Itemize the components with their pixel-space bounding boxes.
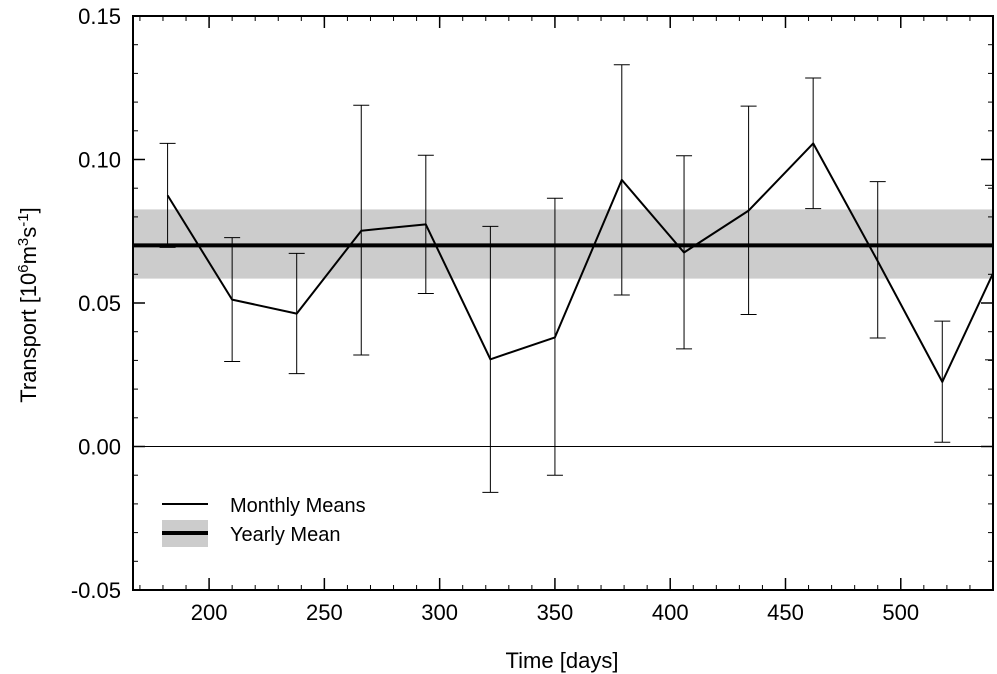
legend: Monthly Means Yearly Mean	[162, 495, 366, 547]
axes: 200 250 300 350 400 450 500 -0.05 0.00 0.05 0.10 0.…	[71, 4, 994, 625]
x-tick-label: 250	[306, 600, 343, 625]
y-tick-label: 0.00	[78, 435, 121, 460]
series-line-monthly-means	[166, 142, 993, 383]
y-axis-title: Transport [106m3s-1]	[15, 207, 41, 403]
y-tick-label: -0.05	[71, 578, 121, 603]
x-tick-label: 350	[537, 600, 574, 625]
x-axis-title: Time [days]	[506, 648, 619, 673]
x-tick-label: 450	[767, 600, 804, 625]
legend-monthly-means-label: Monthly Means	[230, 495, 366, 517]
plot-content	[133, 64, 993, 493]
y-tick-label: 0.05	[78, 291, 121, 316]
y-tick-label: 0.10	[78, 148, 121, 173]
y-tick-label: 0.15	[78, 4, 121, 29]
legend-yearly-mean-label: Yearly Mean	[230, 524, 340, 546]
x-tick-label: 200	[191, 600, 228, 625]
x-tick-label: 500	[882, 600, 919, 625]
x-tick-label: 300	[421, 600, 458, 625]
plot-area	[133, 64, 993, 493]
x-tick-label: 400	[652, 600, 689, 625]
